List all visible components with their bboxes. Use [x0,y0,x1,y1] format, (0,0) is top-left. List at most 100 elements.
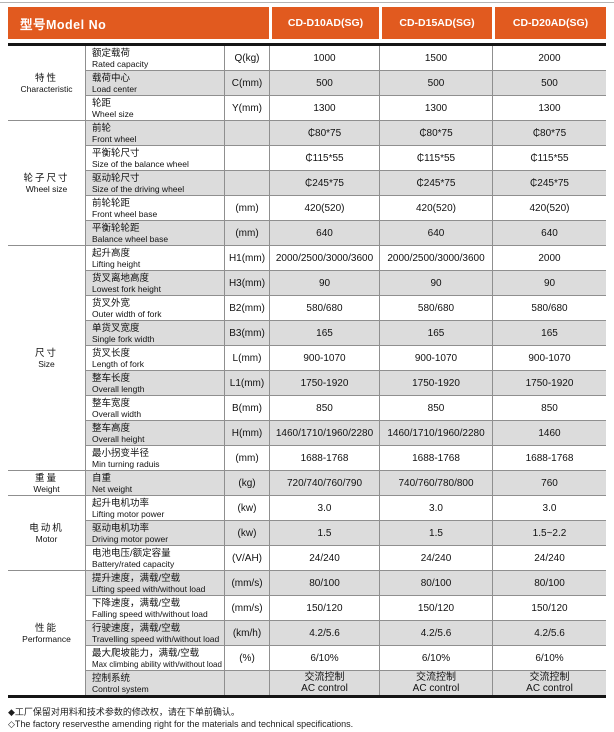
param-label-cn: 前轮 [92,122,112,134]
category-label-en: Motor [35,533,58,544]
param-label-en: Max climbing ability with/without load [92,658,222,669]
param-label-en: Front wheel base [92,208,158,219]
value-cell: 90 [269,270,379,295]
value-cell: 640 [379,220,492,245]
param-cell: 整车高度 Overall height [85,420,224,445]
symbol-cell: (V/AH) [224,545,269,570]
spec-row: 下降速度，满载/空载 Falling speed with/without loa… [8,595,606,620]
category-label-en: Performance [22,633,71,644]
value-cell: 交流控制 AC control [379,670,492,695]
footnote-cn: ◆工厂保留对用料和技术参数的修改权，请在下单前确认。 [8,707,240,717]
param-label-en: Length of fork [92,358,144,369]
top-divider [0,2,614,3]
param-label-cn: 整车长度 [92,372,131,384]
param-cell: 额定载荷 Rated capacity [85,46,224,70]
value-cell: 6/10% [492,645,606,670]
param-label-cn: 货叉长度 [92,347,131,359]
symbol-cell: B3(mm) [224,320,269,345]
spec-row: 最大爬坡能力，满载/空载 Max climbing ability with/wi… [8,645,606,670]
param-label-en: Lifting height [92,258,141,269]
param-cell: 控制系统 Control system [85,670,224,695]
symbol-cell: (kw) [224,495,269,520]
value-cell: 3.0 [492,495,606,520]
model-no-header: 型号Model No [8,7,269,39]
param-label-en: Single fork width [92,333,155,344]
value-cell: 1688-1768 [492,445,606,470]
param-label-en: Net weight [92,483,133,494]
value-cell: 90 [492,270,606,295]
spec-row: 驱动轮尺寸 Size of the driving wheel ₵245*75 ₵24… [8,170,606,195]
value-cell: 1460 [492,420,606,445]
spec-row: 轮子尺寸 Wheel size 前轮 Front wheel ₵80*75 ₵80*75 ₵… [8,120,606,245]
value-cell: 740/760/780/800 [379,470,492,495]
param-label-en: Size of the driving wheel [92,183,185,194]
value-cell: 1688-1768 [379,445,492,470]
param-label-en: Min turning raduis [92,458,160,469]
spec-row: 平衡轮轮距 Balance wheel base (mm) 640 640 640 [8,220,606,245]
param-label-cn: 自重 [92,472,112,484]
value-cell: 24/240 [379,545,492,570]
value-cell: 6/10% [379,645,492,670]
value-cell: 420(520) [379,195,492,220]
symbol-cell: (mm) [224,220,269,245]
spec-row: 货叉外宽 Outer width of fork B2(mm) 580/680 580/… [8,295,606,320]
spec-row: 前轮轮距 Front wheel base (mm) 420(520) 420(520)… [8,195,606,220]
param-label-cn: 轮距 [92,97,112,109]
param-cell: 平衡轮轮距 Balance wheel base [85,220,224,245]
param-label-en: Balance wheel base [92,233,169,244]
symbol-cell: C(mm) [224,70,269,95]
symbol-cell [224,120,269,145]
spec-row: 重量 Weight 自重 Net weight (kg) 720/740/760/790 7… [8,470,606,495]
model-header-1: CD-D10AD(SG) [269,7,379,39]
spec-row: 整车高度 Overall height H(mm) 1460/1710/1960/22… [8,420,606,445]
spec-row: 货叉长度 Length of fork L(mm) 900-1070 900-1070 9… [8,345,606,370]
param-cell: 货叉长度 Length of fork [85,345,224,370]
param-cell: 电池电压/额定容量 Battery/rated capacity [85,545,224,570]
value-cell: 2000 [492,245,606,270]
value-cell: 1750-1920 [269,370,379,395]
param-label-cn: 起升电机功率 [92,497,150,509]
value-cell: 4.2/5.6 [269,620,379,645]
symbol-cell: (kw) [224,520,269,545]
value-cell: 500 [269,70,379,95]
category-label-cn: 性能 [34,622,58,634]
value-cell: 1000 [269,46,379,70]
value-cell: 420(520) [269,195,379,220]
value-cell: 1.5 [269,520,379,545]
spec-row: 电动机 Motor 起升电机功率 Lifting motor power (kw) 3.0… [8,495,606,570]
value-cell: 500 [379,70,492,95]
category-cell: 尺寸 Size [8,245,85,470]
value-cell: 交流控制 AC control [269,670,379,695]
param-cell: 下降速度，满载/空载 Falling speed with/without loa… [85,595,224,620]
param-label-en: Control system [92,683,149,694]
param-label-cn: 单货叉宽度 [92,322,140,334]
value-cell: 1460/1710/1960/2280 [379,420,492,445]
value-cell: 1300 [379,95,492,120]
value-cell: 150/120 [269,595,379,620]
param-label-en: Rated capacity [92,58,149,69]
param-label-en: Driving motor power [92,533,169,544]
footnote-en: ◇The factory reservesthe amending right … [8,719,354,729]
value-cell: 90 [379,270,492,295]
symbol-cell: (kg) [224,470,269,495]
value-cell: ₵115*55 [269,145,379,170]
value-cell: 1688-1768 [269,445,379,470]
param-cell: 最小拐变半径 Min turning raduis [85,445,224,470]
param-cell: 货叉离地高度 Lowest fork height [85,270,224,295]
symbol-cell: H(mm) [224,420,269,445]
value-cell: 2000/2500/3000/3600 [269,245,379,270]
param-label-cn: 平衡轮轮距 [92,222,140,234]
value-cell: 1750-1920 [379,370,492,395]
category-cell: 重量 Weight [8,470,85,495]
value-cell: 6/10% [269,645,379,670]
value-cell: 165 [269,320,379,345]
param-label-en: Size of the balance wheel [92,158,189,169]
model-header-2: CD-D15AD(SG) [379,7,492,39]
value-cell: 900-1070 [269,345,379,370]
symbol-cell: B(mm) [224,395,269,420]
symbol-cell: Y(mm) [224,95,269,120]
value-cell: 1.5 [379,520,492,545]
value-cell: ₵80*75 [492,120,606,145]
param-label-en: Overall length [92,383,145,394]
spec-row: 平衡轮尺寸 Size of the balance wheel ₵115*55 ₵11… [8,145,606,170]
